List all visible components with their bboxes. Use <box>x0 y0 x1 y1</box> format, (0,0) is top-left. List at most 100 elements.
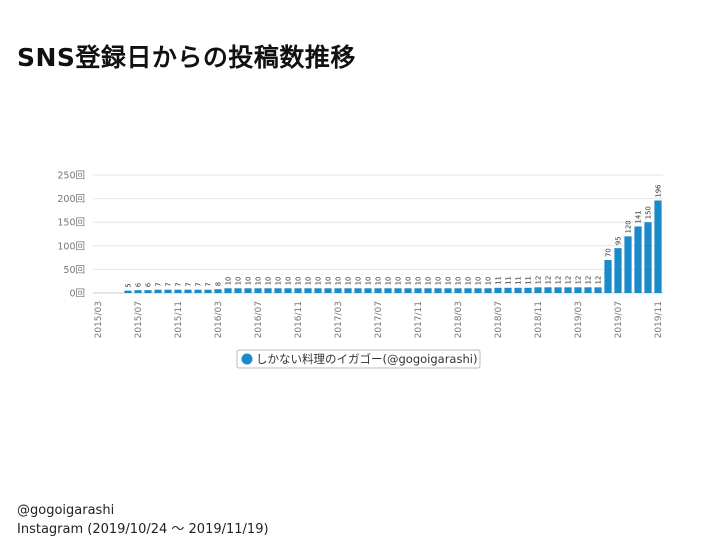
bar[interactable] <box>234 288 242 293</box>
bar[interactable] <box>254 288 262 293</box>
bar[interactable] <box>124 290 132 293</box>
bar-data-label: 11 <box>525 276 533 285</box>
bar[interactable] <box>404 288 412 293</box>
bar-data-label: 10 <box>345 277 353 286</box>
bar[interactable] <box>164 289 172 293</box>
bar[interactable] <box>204 289 212 293</box>
bar-data-label: 10 <box>245 277 253 286</box>
bar[interactable] <box>154 289 162 293</box>
bar[interactable] <box>654 200 662 293</box>
bar-data-label: 7 <box>155 282 163 286</box>
bar[interactable] <box>454 288 462 293</box>
bar[interactable] <box>294 288 302 293</box>
bar[interactable] <box>174 289 182 293</box>
bar-data-label: 10 <box>475 277 483 286</box>
bar[interactable] <box>444 288 452 293</box>
chart-legend[interactable]: しかない料理のイガゴー(@gogoigarashi) <box>236 349 481 369</box>
bar[interactable] <box>304 288 312 293</box>
bar-data-label: 8 <box>215 282 223 286</box>
x-tick-label: 2015/07 <box>134 301 144 338</box>
bar[interactable] <box>584 287 592 293</box>
bar[interactable] <box>474 288 482 293</box>
bar[interactable] <box>504 287 512 293</box>
bar[interactable] <box>274 288 282 293</box>
bar[interactable] <box>564 287 572 293</box>
bar[interactable] <box>604 259 612 293</box>
chart-bars <box>124 200 662 293</box>
bar[interactable] <box>334 288 342 293</box>
bar[interactable] <box>524 287 532 293</box>
legend-box <box>236 349 481 369</box>
x-axis-ticks: 2015/03 2015/07 2015/11 2016/03 2016/07 2016/… <box>94 301 664 338</box>
bar-data-label: 10 <box>285 277 293 286</box>
x-tick-label: 2016/03 <box>214 301 224 338</box>
bar[interactable] <box>284 288 292 293</box>
bar-data-label: 10 <box>435 277 443 286</box>
bar[interactable] <box>534 287 542 293</box>
x-tick-label: 2018/03 <box>454 301 464 338</box>
bar[interactable] <box>424 288 432 293</box>
x-tick-label: 2015/11 <box>174 301 184 338</box>
bar-data-label: 11 <box>515 276 523 285</box>
x-tick-label: 2019/07 <box>614 301 624 338</box>
bar[interactable] <box>244 288 252 293</box>
x-tick-label: 2018/11 <box>534 301 544 338</box>
bar-data-label: 141 <box>635 210 643 223</box>
account-handle: @gogoigarashi <box>17 503 115 518</box>
bar-data-label: 12 <box>545 276 553 285</box>
x-tick-label: 2018/07 <box>494 301 504 338</box>
bar-data-label: 10 <box>415 277 423 286</box>
bar[interactable] <box>394 288 402 293</box>
bar[interactable] <box>514 287 522 293</box>
bar[interactable] <box>464 288 472 293</box>
bar-data-label: 10 <box>275 277 283 286</box>
bar-data-label: 7 <box>205 282 213 286</box>
bar[interactable] <box>324 288 332 293</box>
bar-data-label: 7 <box>185 282 193 286</box>
y-axis-ticks: 0回 50回 100回 150回 200回 250回 <box>57 171 85 300</box>
bar[interactable] <box>434 288 442 293</box>
bar-data-label: 10 <box>465 277 473 286</box>
bar[interactable] <box>194 289 202 293</box>
bar-data-label: 196 <box>655 185 663 198</box>
bar[interactable] <box>414 288 422 293</box>
bar[interactable] <box>554 287 562 293</box>
x-tick-label: 2016/07 <box>254 301 264 338</box>
bar[interactable] <box>544 287 552 293</box>
bar[interactable] <box>634 226 642 293</box>
bar[interactable] <box>184 289 192 293</box>
bar-data-label: 6 <box>145 283 153 287</box>
bar-data-label: 10 <box>385 277 393 286</box>
bar-data-label: 10 <box>235 277 243 286</box>
bar[interactable] <box>614 248 622 293</box>
bar[interactable] <box>384 288 392 293</box>
bar-data-label: 7 <box>165 282 173 286</box>
bar[interactable] <box>374 288 382 293</box>
bar-data-label: 12 <box>555 276 563 285</box>
bar[interactable] <box>264 288 272 293</box>
bar-data-label: 10 <box>315 277 323 286</box>
bar[interactable] <box>224 288 232 293</box>
bar[interactable] <box>314 288 322 293</box>
bar[interactable] <box>134 290 142 293</box>
bar-data-label: 120 <box>625 220 633 233</box>
bar[interactable] <box>624 236 632 293</box>
bar[interactable] <box>594 287 602 293</box>
bar-data-label: 7 <box>175 282 183 286</box>
bar[interactable] <box>214 289 222 293</box>
bar-data-label: 150 <box>645 206 653 219</box>
bar[interactable] <box>144 290 152 293</box>
bar[interactable] <box>494 287 502 293</box>
y-tick-label: 50回 <box>63 265 85 276</box>
bar[interactable] <box>354 288 362 293</box>
bar[interactable] <box>574 287 582 293</box>
bar[interactable] <box>484 288 492 293</box>
bar[interactable] <box>344 288 352 293</box>
bar-data-label: 10 <box>405 277 413 286</box>
bar-data-label: 7 <box>195 282 203 286</box>
bar[interactable] <box>644 222 652 293</box>
y-tick-label: 0回 <box>69 289 85 300</box>
bar-data-label: 12 <box>595 276 603 285</box>
bar[interactable] <box>364 288 372 293</box>
